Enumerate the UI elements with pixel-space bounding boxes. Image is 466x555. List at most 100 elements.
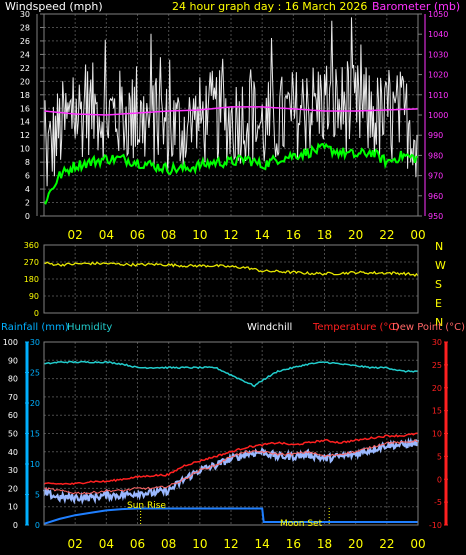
tick-label-humidity: 40 [8, 448, 18, 457]
x-tick-label-bottom: 14 [255, 537, 270, 551]
sunrise-label: Sun Rise [127, 501, 166, 511]
tick-label-barometer: 1010 [428, 91, 448, 100]
tick-label-humidity: 70 [8, 393, 18, 402]
x-tick-label-top: 00 [410, 228, 425, 242]
tick-label-temperature: 15 [432, 407, 442, 416]
tick-label-temperature: 10 [432, 430, 442, 439]
series-layer [42, 17, 420, 525]
dewpoint-label: Dew Point (°C) [392, 322, 465, 333]
x-tick-label-top: 10 [192, 228, 207, 242]
temperature-label: Temperature (°C) [312, 322, 399, 333]
tick-label-windspeed: 22 [20, 64, 30, 73]
tick-label-temperature: -10 [429, 521, 442, 530]
x-tick-label-bottom: 04 [99, 537, 114, 551]
x-tick-label-bottom: 18 [317, 537, 332, 551]
tick-label-humidity: 10 [8, 503, 18, 512]
x-tick-label-bottom: 02 [68, 537, 83, 551]
tick-label-windspeed: 16 [20, 104, 30, 113]
tick-label-barometer: 960 [428, 192, 443, 201]
moonset-label: Moon Set [280, 519, 323, 529]
series-wind-average [43, 142, 418, 205]
tick-label-barometer: 1000 [428, 111, 448, 120]
tick-label-temperature: 0 [437, 475, 442, 484]
tick-label-direction: 180 [24, 275, 39, 284]
x-tick-label-top: 12 [223, 228, 238, 242]
series-rainfall [43, 507, 418, 525]
x-tick-label-bottom: 08 [161, 537, 176, 551]
x-tick-label-bottom: 10 [192, 537, 207, 551]
tick-label-windspeed: 4 [25, 185, 30, 194]
tick-label-barometer: 980 [428, 151, 443, 160]
x-tick-label-top: 04 [99, 228, 114, 242]
x-tick-label-top: 18 [317, 228, 332, 242]
tick-label-barometer: 970 [428, 172, 443, 181]
x-tick-label-bottom: 12 [223, 537, 238, 551]
tick-label-direction: 90 [29, 292, 39, 301]
tick-label-barometer: 1030 [428, 50, 448, 59]
tick-label-rain: 0 [35, 521, 40, 530]
tick-label-humidity: 0 [13, 521, 18, 530]
x-tick-label-top: 20 [348, 228, 363, 242]
x-tick-label-bottom: 16 [286, 537, 301, 551]
compass-north-bottom: N [435, 316, 443, 329]
x-tick-label-top: 06 [130, 228, 145, 242]
tick-label-humidity: 100 [3, 338, 18, 347]
series-windchill [42, 437, 420, 505]
compass-west: W [435, 259, 446, 272]
tick-label-windspeed: 6 [25, 172, 30, 181]
tick-label-windspeed: 20 [20, 77, 30, 86]
tick-label-rain: 25 [30, 369, 40, 378]
tick-label-barometer: 1040 [428, 30, 448, 39]
barometer-axis-label: Barometer (mb) [372, 0, 460, 13]
frame-layer [25, 13, 448, 526]
humidity-label: Humidity [67, 322, 112, 333]
tick-label-windspeed: 26 [20, 37, 30, 46]
x-tick-label-top: 14 [255, 228, 270, 242]
panel-frame-direction [43, 244, 419, 314]
tick-label-temperature: 5 [437, 452, 442, 461]
x-tick-label-top: 08 [161, 228, 176, 242]
tick-label-temperature: 20 [432, 384, 442, 393]
tick-label-windspeed: 8 [25, 158, 30, 167]
tick-label-humidity: 30 [8, 466, 18, 475]
series-wind-direction [43, 261, 419, 278]
windspeed-axis-label: Windspeed (mph) [5, 0, 103, 13]
tick-label-rain: 20 [30, 399, 40, 408]
panel-frame-bottom [43, 341, 419, 526]
tick-label-humidity: 50 [8, 430, 18, 439]
compass-east: E [435, 297, 442, 310]
tick-label-temperature: 25 [432, 361, 442, 370]
tick-label-barometer: 1020 [428, 71, 448, 80]
tick-label-humidity: 60 [8, 411, 18, 420]
tick-label-temperature: 30 [432, 338, 442, 347]
tick-label-humidity: 20 [8, 484, 18, 493]
tick-label-barometer: 1050 [428, 10, 448, 19]
tick-label-humidity: 80 [8, 375, 18, 384]
tick-label-barometer: 950 [428, 212, 443, 221]
windchill-label: Windchill [247, 322, 292, 333]
x-tick-label-bottom: 20 [348, 537, 363, 551]
tick-label-windspeed: 24 [20, 50, 30, 59]
tick-label-direction: 270 [24, 258, 39, 267]
tick-label-windspeed: 0 [25, 212, 30, 221]
series-windspeed-gust [43, 17, 419, 187]
tick-label-direction: 360 [24, 241, 39, 250]
tick-label-windspeed: 14 [20, 118, 30, 127]
x-tick-label-top: 16 [286, 228, 301, 242]
compass-south: S [435, 278, 442, 291]
tick-label-windspeed: 28 [20, 23, 30, 32]
rainfall-label: Rainfall (mm) [1, 322, 69, 333]
tick-label-rain: 5 [35, 491, 40, 500]
tick-label-windspeed: 2 [25, 199, 30, 208]
tick-label-humidity: 90 [8, 356, 18, 365]
x-tick-label-bottom: 00 [410, 537, 425, 551]
x-tick-label-top: 22 [379, 228, 394, 242]
x-tick-label-bottom: 22 [379, 537, 394, 551]
axis-layer: 0246810121416182022242628309509609709809… [3, 10, 449, 551]
tick-label-rain: 10 [30, 460, 40, 469]
series-barometer [43, 106, 419, 116]
tick-label-barometer: 990 [428, 131, 443, 140]
tick-label-direction: 0 [34, 309, 39, 318]
